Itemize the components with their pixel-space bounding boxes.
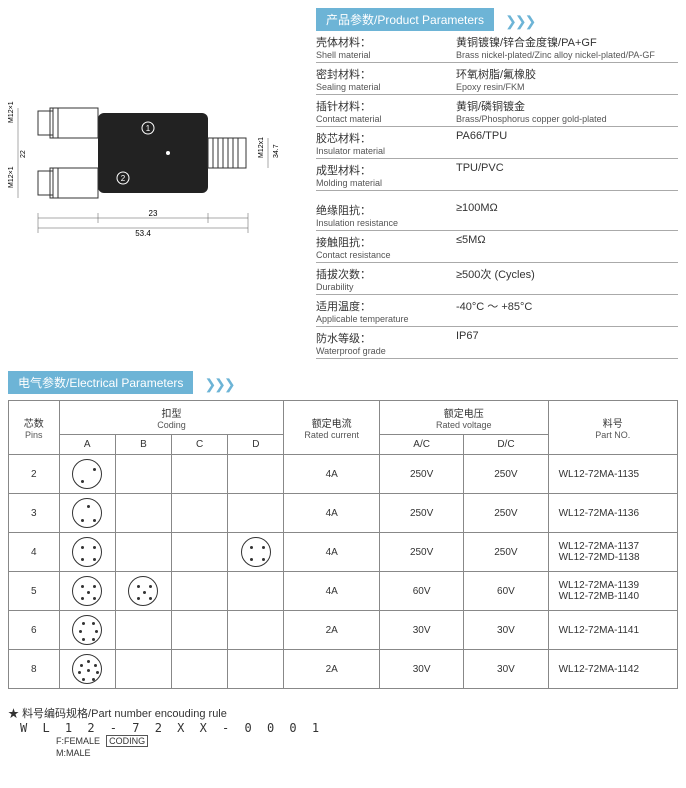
param-row: 插针材料：Contact material 黄铜/磷铜镀金Brass/Phosp… bbox=[316, 95, 678, 127]
dim-m12-1: M12×1 bbox=[8, 101, 15, 123]
table-row: 3 4A250V250V WL12-72MA-1136 bbox=[9, 494, 678, 533]
table-row: 8 2A30V30V WL12-72MA-1142 bbox=[9, 650, 678, 689]
param-row: 接触阻抗：Contact resistance ≤5MΩ bbox=[316, 231, 678, 263]
svg-text:2: 2 bbox=[121, 174, 126, 183]
table-row: 5 4A60V60V WL12-72MA-1139WL12-72MB-1140 bbox=[9, 572, 678, 611]
param-row: 适用温度：Applicable temperature -40°C ～ +85°… bbox=[316, 295, 678, 327]
electrical-params-header: 电气参数/Electrical Parameters bbox=[8, 371, 193, 394]
chevron-icon: ❯❯❯ bbox=[505, 13, 534, 30]
table-row: 4 4A250V250V WL12-72MA-1137WL12-72MD-113… bbox=[9, 533, 678, 572]
param-row: 密封材料：Sealing material 环氧树脂/氟橡胶Epoxy resi… bbox=[316, 63, 678, 95]
technical-drawing: 1 2 23 53.4 M12×1 22 M12×1 M12x1 34.7 bbox=[8, 58, 308, 278]
dim-347: 34.7 bbox=[273, 144, 280, 158]
param-row: 绝缘阻抗：Insulation resistance ≥100MΩ bbox=[316, 199, 678, 231]
svg-text:1: 1 bbox=[146, 124, 151, 133]
dim-m12-2: M12×1 bbox=[8, 166, 15, 188]
dim-m12-r: M12x1 bbox=[258, 137, 265, 158]
product-params-header: 产品参数/Product Parameters bbox=[316, 8, 494, 31]
dim-23: 23 bbox=[149, 209, 158, 218]
chevron-icon: ❯❯❯ bbox=[204, 376, 233, 393]
table-row: 2 4A250V250V WL12-72MA-1135 bbox=[9, 455, 678, 494]
param-row: 插拔次数：Durability ≥500次 (Cycles) bbox=[316, 263, 678, 295]
top-section: 1 2 23 53.4 M12×1 22 M12×1 M12x1 34.7 bbox=[8, 8, 678, 359]
param-row: 胶芯材料：Insulator material PA66/TPU bbox=[316, 127, 678, 159]
dim-22: 22 bbox=[20, 150, 27, 158]
param-row: 成型材料：Molding material TPU/PVC bbox=[316, 159, 678, 191]
part-number-rule: ★ 料号编码规格/Part number encouding rule W L … bbox=[8, 705, 678, 759]
part-code: W L 1 2 - 7 2 X X - 0 0 0 1 bbox=[20, 721, 323, 735]
product-parameters: 产品参数/Product Parameters ❯❯❯ 壳体材料：Shell m… bbox=[316, 8, 678, 359]
param-row: 防水等级：Waterproof grade IP67 bbox=[316, 327, 678, 359]
param-row: 壳体材料：Shell material 黄铜镀镍/锌合金度镍/PA+GFBras… bbox=[316, 31, 678, 63]
table-row: 6 2A30V30V WL12-72MA-1141 bbox=[9, 611, 678, 650]
dim-534: 53.4 bbox=[135, 229, 151, 238]
electrical-params-table: 芯数Pins 扣型Coding 额定电流Rated current 额定电压Ra… bbox=[8, 400, 678, 689]
